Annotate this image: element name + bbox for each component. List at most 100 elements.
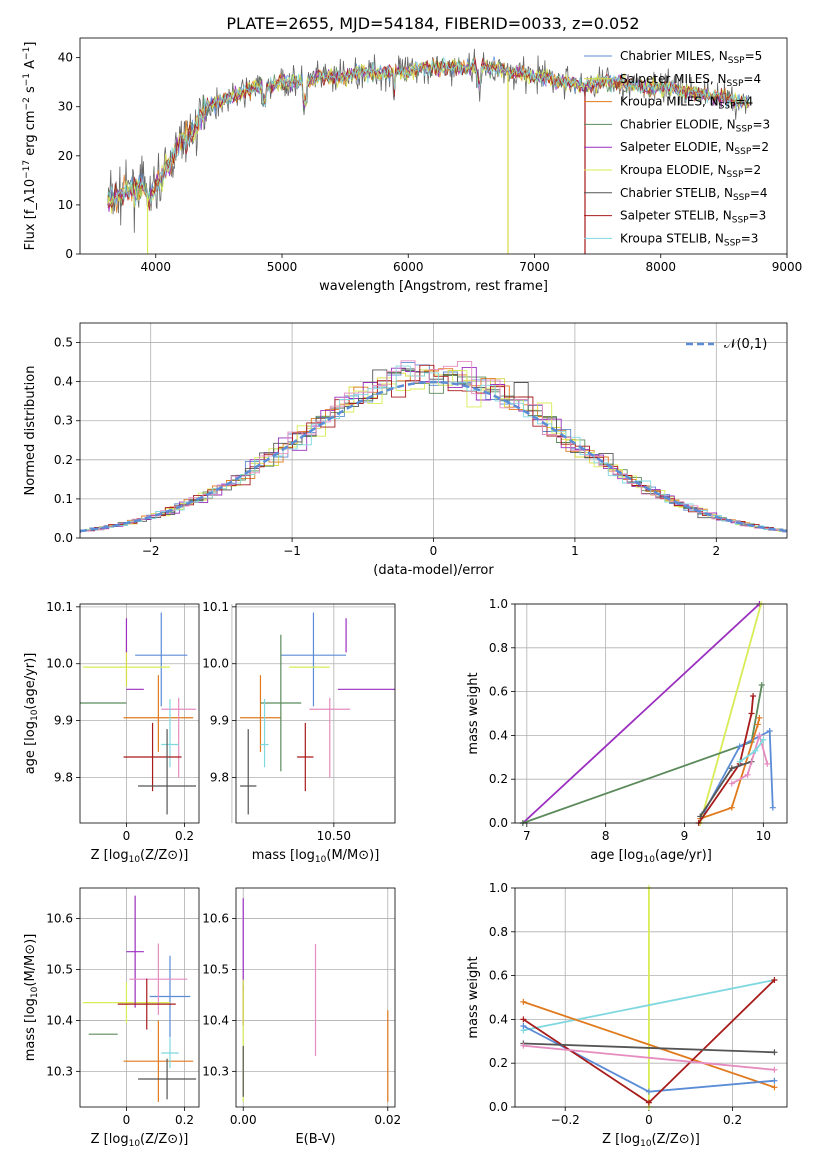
label-part: Chabrier MILES, N	[620, 49, 728, 63]
label-part: SSP	[727, 79, 744, 89]
weight-series-line	[700, 717, 761, 820]
x-tick-label: 7	[523, 829, 531, 843]
y-tick-label: 0.6	[489, 969, 508, 983]
x-tick-label: 0	[430, 544, 438, 558]
y-tick-label: 9.8	[210, 770, 229, 784]
y-tick-label: 0.0	[54, 531, 73, 545]
weight-point-marker	[520, 1016, 527, 1023]
x-axis-label: (data-model)/error	[373, 563, 494, 578]
weight-point-marker	[736, 743, 743, 750]
y-tick-label: 10.5	[46, 962, 73, 976]
label-part: log	[624, 848, 644, 863]
x-axis-label: age [log10(age/yr)]	[590, 848, 712, 865]
weight-point-marker	[756, 732, 763, 739]
label-part: log	[23, 998, 38, 1018]
weight-point-marker	[645, 1088, 652, 1095]
histogram-series	[80, 368, 787, 533]
weight-point-marker	[754, 721, 761, 728]
x-tick-label: −0.2	[551, 1113, 580, 1127]
age_vs_Z-frame	[79, 603, 200, 824]
y-tick-label: 0.0	[489, 816, 508, 830]
y-tick-label: 0.6	[489, 685, 508, 699]
label-part: (data-model)/error	[373, 563, 494, 578]
label-part: 10	[129, 855, 141, 865]
weight-point-marker	[697, 813, 704, 820]
x-tick-label: 0	[645, 1113, 653, 1127]
weight-point-marker	[760, 736, 767, 743]
label-part: 10	[315, 855, 327, 865]
label-part: (Z/Z⊙)]	[652, 1132, 700, 1147]
label-part: Kroupa STELIB, N	[620, 231, 724, 245]
x-tick-label: 0.2	[723, 1113, 742, 1127]
y-tick-label: 10.0	[202, 657, 229, 671]
label-part: Kroupa MILES, N	[620, 95, 719, 109]
y-tick-label: 0.0	[489, 1100, 508, 1114]
mass_vs_Z-frame	[79, 887, 200, 1108]
y-tick-label: 9.9	[54, 714, 73, 728]
label-part: =3	[752, 117, 770, 131]
weight-point-marker	[744, 771, 751, 778]
weight-point-marker	[758, 682, 765, 689]
label-part: SSP	[724, 238, 741, 248]
legend-label: Chabrier MILES, NSSP=5	[620, 49, 762, 66]
residuals-frame	[79, 322, 788, 539]
weight-point-marker	[520, 1042, 527, 1049]
label-part: mass weight	[466, 672, 481, 754]
weight-point-marker	[728, 804, 735, 811]
y-tick-label: 40	[58, 51, 73, 65]
histogram-series	[79, 364, 787, 533]
label-part: 10	[129, 1139, 141, 1149]
weight_vs_age-frame	[514, 603, 788, 824]
y-tick-label: 0.5	[54, 336, 73, 350]
y-tick-label: 0	[65, 247, 73, 261]
x-tick-label: 10.50	[317, 829, 351, 843]
y-tick-label: 0.8	[489, 641, 508, 655]
spectrum-series-line	[107, 58, 750, 211]
y-tick-label: 10.4	[202, 1013, 229, 1027]
label-part: E(B-V)	[295, 1132, 335, 1147]
label-part: −17	[22, 160, 32, 179]
label-part: −2	[22, 97, 32, 110]
legend-label: Salpeter MILES, NSSP=4	[620, 72, 761, 89]
weight-series-line	[523, 1042, 775, 1054]
x-tick-label: −1	[283, 544, 301, 558]
weight-point-marker	[756, 714, 763, 721]
x-tick-label: 8000	[645, 260, 676, 274]
label-part: Salpeter MILES, N	[620, 72, 727, 86]
label-part: =4	[736, 95, 754, 109]
legend-label: Salpeter STELIB, NSSP=3	[620, 209, 766, 226]
label-part: ]	[23, 42, 38, 47]
label-part: Salpeter ELODIE, N	[620, 140, 734, 154]
y-tick-label: 10.6	[202, 912, 229, 926]
weight_vs_Z-axes: −0.2 0 0.2 0.0 0.2 0.4 0.6 0.8 1.0	[489, 881, 787, 1127]
mass_vs_Z-axes: 0 0.2 10.3 10.4 10.5 10.6	[46, 888, 199, 1127]
x-tick-label: 0.00	[230, 1113, 257, 1127]
legend-label: Kroupa STELIB, NSSP=3	[620, 231, 758, 248]
label-part: Z [	[91, 1132, 109, 1147]
label-part: mass [	[23, 1018, 38, 1061]
label-part: log	[620, 1132, 640, 1147]
label-part: 10	[640, 1139, 652, 1149]
y-tick-label: 10.3	[202, 1064, 229, 1078]
y-tick-label: 10.6	[46, 912, 73, 926]
x-axis-label: Z [log10(Z/Z⊙)]	[91, 848, 189, 865]
label-part: erg cm	[23, 110, 38, 159]
y-tick-label: 10	[58, 198, 73, 212]
weight_vs_age-axes: 7 8 9 10 0.0 0.2 0.4 0.6 0.8 1.0	[489, 597, 787, 843]
x-tick-label: 1	[571, 544, 579, 558]
y-tick-label: 0.2	[54, 453, 73, 467]
y-tick-label: 0.3	[54, 414, 73, 428]
age_vs_mass-axes: 10.50 9.8 9.9 10.0 10.1	[202, 600, 395, 843]
mass_vs_EBV-frame	[235, 887, 396, 1108]
weight-point-marker	[771, 1066, 778, 1073]
weight-point-marker	[728, 765, 735, 772]
weight-point-marker	[728, 780, 735, 787]
figure-title: PLATE=2655, MJD=54184, FIBERID=0033, z=0…	[226, 14, 639, 33]
x-tick-label: 4000	[140, 260, 171, 274]
weight-point-marker	[771, 1084, 778, 1091]
label-part: =3	[741, 231, 759, 245]
x-tick-label: 6000	[393, 260, 424, 274]
label-part: s	[23, 86, 38, 97]
label-part: log	[295, 848, 315, 863]
normal-curve	[79, 380, 788, 533]
